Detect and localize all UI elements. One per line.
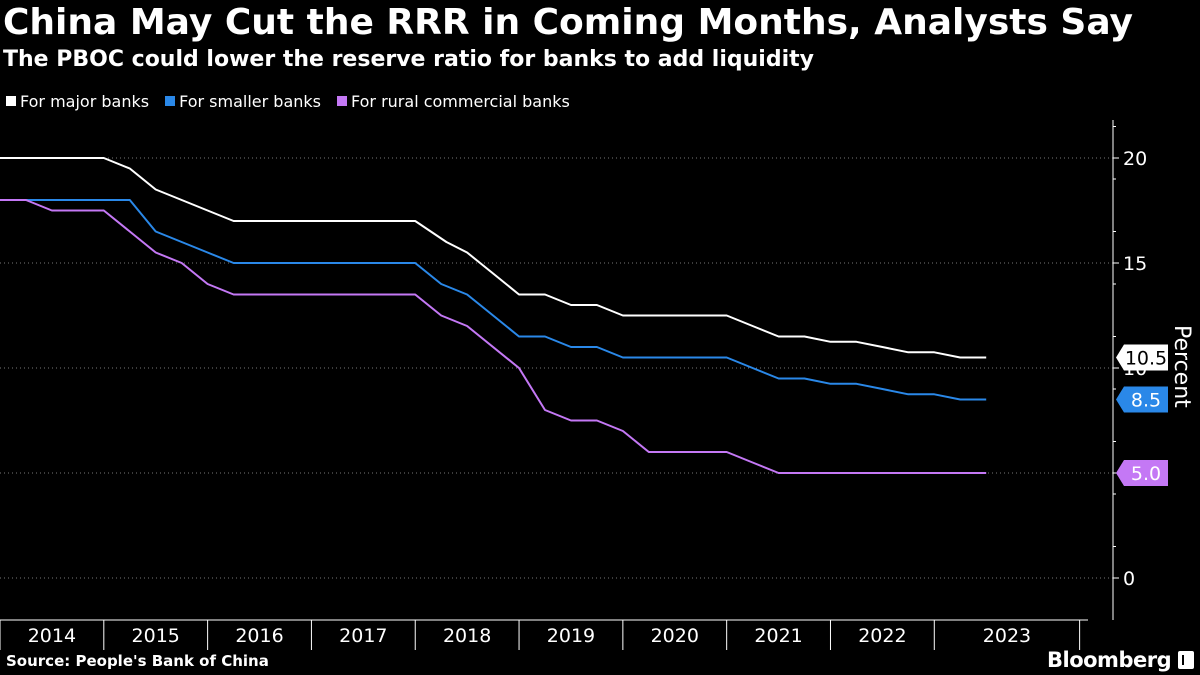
- legend-swatch-smaller: [165, 96, 176, 106]
- end-labels: 10.5 8.5 5.0: [1116, 344, 1168, 486]
- end-label-box-smaller: [1116, 386, 1168, 413]
- end-label-box-major: [1116, 344, 1168, 371]
- y-tick-label-15: 15: [1123, 253, 1147, 275]
- legend-item-major: For major banks: [6, 92, 149, 111]
- x-tick-label-2017: 2017: [339, 625, 387, 647]
- x-tick-label-2016: 2016: [235, 625, 283, 647]
- series-line-smaller: [0, 199, 987, 401]
- end-label-box-rural: [1116, 460, 1168, 486]
- grid-lines: [0, 157, 1113, 579]
- legend-label-smaller: For smaller banks: [179, 91, 321, 111]
- x-tick-label-2021: 2021: [754, 625, 802, 647]
- x-tick-label-2014: 2014: [28, 625, 76, 647]
- legend-swatch-rural: [337, 96, 347, 106]
- series-lines: [0, 157, 987, 474]
- legend-label-major: For major banks: [20, 91, 150, 111]
- legend: For major banks For smaller banks For ru…: [6, 90, 586, 112]
- chart-title: China May Cut the RRR in Coming Months, …: [3, 2, 1133, 43]
- series-line-rural: [0, 199, 987, 474]
- series-line-major: [0, 157, 987, 359]
- x-tick-label-2015: 2015: [132, 625, 180, 647]
- y-tick-label-0: 0: [1123, 568, 1135, 590]
- x-tick-label-2022: 2022: [858, 625, 906, 647]
- y-axis-title: Percent: [1169, 325, 1194, 408]
- legend-label-rural: For rural commercial banks: [351, 91, 570, 111]
- end-label-major: 10.5: [1125, 348, 1167, 370]
- x-tick-label-2019: 2019: [547, 625, 595, 647]
- end-label-smaller: 8.5: [1131, 390, 1161, 412]
- source-note: Source: People's Bank of China: [6, 652, 269, 670]
- y-tick-label-20: 20: [1123, 148, 1147, 170]
- legend-item-rural: For rural commercial banks: [337, 92, 570, 111]
- axes: 05101520Percent2014201520162017201820192…: [0, 120, 1194, 650]
- end-label-rural: 5.0: [1131, 463, 1161, 485]
- legend-item-smaller: For smaller banks: [165, 92, 321, 111]
- bloomberg-mark-icon: [1178, 651, 1194, 669]
- bloomberg-logo: Bloomberg: [1047, 648, 1172, 672]
- x-tick-label-2020: 2020: [651, 625, 699, 647]
- x-tick-label-2018: 2018: [443, 625, 491, 647]
- chart-subtitle: The PBOC could lower the reserve ratio f…: [3, 47, 814, 72]
- legend-swatch-major: [6, 96, 16, 106]
- x-tick-label-2023: 2023: [983, 625, 1031, 647]
